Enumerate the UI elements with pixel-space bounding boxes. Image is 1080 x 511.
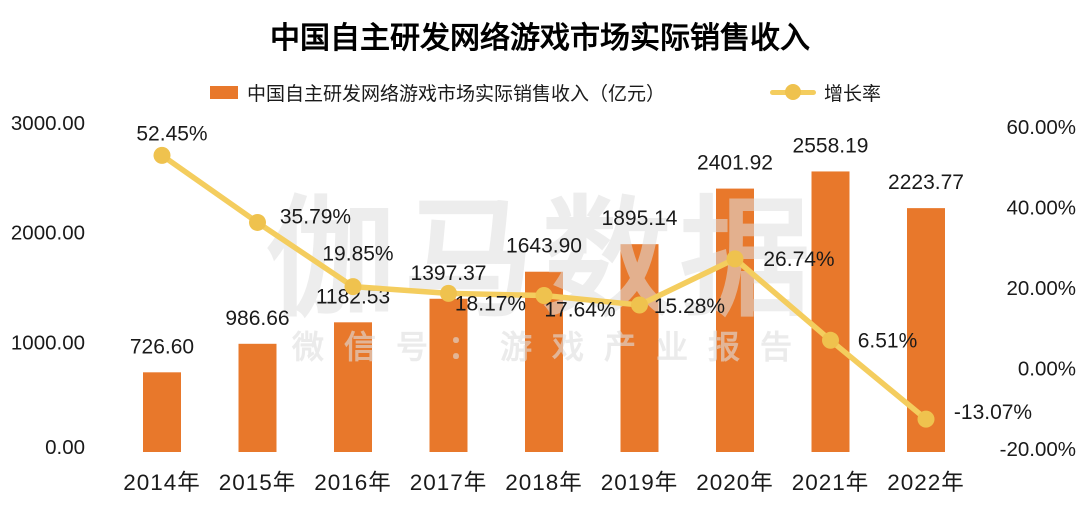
x-axis-label: 2018年 <box>505 470 583 495</box>
legend-item-revenue: 中国自主研发网络游戏市场实际销售收入（亿元） <box>210 83 665 105</box>
y-axis-tick-right: 0.00% <box>1018 358 1076 381</box>
line-point-2022年 <box>917 410 935 428</box>
growth-label: 17.64% <box>544 298 615 321</box>
line-point-2018年 <box>535 286 553 304</box>
growth-label: 19.85% <box>322 243 393 266</box>
growth-label: 26.74% <box>763 248 834 271</box>
x-axis-label: 2021年 <box>792 470 870 495</box>
y-axis-tick-left: 1000.00 <box>11 331 85 354</box>
line-point-2019年 <box>631 296 648 314</box>
legend-bar-swatch-icon <box>210 85 238 99</box>
x-axis-label: 2017年 <box>410 470 488 495</box>
line-point-2020年 <box>726 250 744 268</box>
growth-label: 52.45% <box>136 122 207 145</box>
bar-2014年 <box>143 372 181 452</box>
watermark-big: 伽马数据 <box>266 186 818 332</box>
legend-bar-label: 中国自主研发网络游戏市场实际销售收入（亿元） <box>247 83 666 105</box>
y-axis-tick-right: 60.00% <box>1006 116 1076 139</box>
line-point-2014年 <box>153 146 171 164</box>
legend-line-marker-icon <box>770 84 816 100</box>
y-axis-tick-left: 0.00 <box>45 436 85 459</box>
bar-value-label: 1397.37 <box>411 262 487 285</box>
chart-title: 中国自主研发网络游戏市场实际销售收入 <box>270 22 810 55</box>
y-axis-tick-right: 20.00% <box>1006 277 1076 300</box>
bar-2021年 <box>811 171 850 452</box>
x-axis-label: 2014年 <box>123 470 201 495</box>
x-axis-label: 2020年 <box>696 470 774 495</box>
bar-value-label: 1182.53 <box>316 285 390 308</box>
y-axis-tick-left: 2000.00 <box>11 222 85 245</box>
y-axis-tick-right: -20.00% <box>1000 438 1076 461</box>
x-axis-label: 2019年 <box>601 470 679 495</box>
watermark-small: 微信号：游戏产业报告 <box>291 329 812 365</box>
line-point-2017年 <box>440 284 457 302</box>
bar-value-label: 2223.77 <box>888 171 964 194</box>
growth-label: -13.07% <box>954 401 1032 424</box>
bar-2015年 <box>238 343 277 452</box>
bar-2020年 <box>716 188 754 452</box>
growth-label: 35.79% <box>280 205 351 228</box>
y-axis-tick-right: 40.00% <box>1006 197 1076 220</box>
legend-line-label: 增长率 <box>824 83 882 105</box>
growth-label: 15.28% <box>654 295 725 318</box>
bar-value-label: 1895.14 <box>602 207 678 230</box>
bar-2019年 <box>620 244 659 452</box>
legend-item-growth-rate: 增长率 <box>770 83 881 105</box>
bar-2017年 <box>429 298 468 452</box>
y-axis-tick-left: 3000.00 <box>11 112 85 135</box>
x-axis-label: 2015年 <box>219 470 297 495</box>
growth-label: 18.17% <box>455 292 526 315</box>
line-point-2021年 <box>822 331 839 349</box>
line-point-2015年 <box>249 213 266 231</box>
bar-2016年 <box>334 322 372 452</box>
bar-value-label: 2558.19 <box>793 134 869 157</box>
bar-value-label: 726.60 <box>130 335 194 358</box>
bar-value-label: 1643.90 <box>506 235 582 258</box>
x-axis-label: 2022年 <box>887 470 965 495</box>
bar-value-label: 986.66 <box>225 307 289 330</box>
x-axis-label: 2016年 <box>314 470 392 495</box>
line-point-2016年 <box>344 278 362 296</box>
bar-value-label: 2401.92 <box>697 152 773 175</box>
growth-label: 6.51% <box>858 329 918 352</box>
